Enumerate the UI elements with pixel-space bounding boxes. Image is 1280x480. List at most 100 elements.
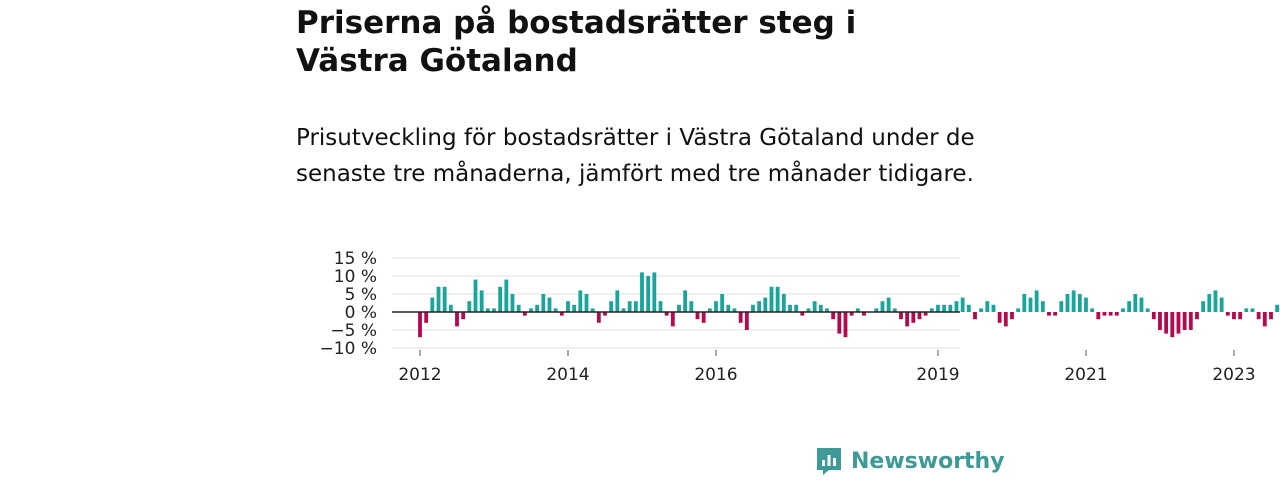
- bar: [831, 312, 836, 320]
- bar: [1250, 308, 1255, 312]
- bar: [880, 301, 885, 312]
- bar: [806, 308, 811, 312]
- bar: [1090, 308, 1095, 312]
- bar: [633, 301, 638, 312]
- bar: [843, 312, 848, 338]
- bar: [1059, 301, 1064, 312]
- bar: [547, 297, 552, 312]
- y-tick-label: 5 %: [345, 285, 377, 305]
- bar: [535, 304, 540, 312]
- bar: [448, 304, 453, 312]
- bar: [701, 312, 706, 323]
- y-tick-label: 15 %: [334, 249, 377, 269]
- bar: [621, 308, 626, 312]
- bar: [874, 308, 879, 312]
- bar: [1010, 312, 1014, 320]
- bar: [467, 301, 472, 312]
- bar: [566, 301, 570, 312]
- bar: [1077, 294, 1082, 312]
- bar: [695, 312, 700, 320]
- bar: [923, 312, 928, 316]
- bar: [455, 312, 459, 327]
- bar: [769, 286, 774, 312]
- bar: [1108, 312, 1113, 316]
- bar: [504, 279, 509, 312]
- bar: [670, 312, 675, 327]
- bar: [732, 308, 737, 312]
- bar: [541, 294, 546, 312]
- newsworthy-logo[interactable]: Newsworthy: [815, 446, 1005, 476]
- bar: [646, 276, 651, 312]
- bar: [973, 312, 977, 320]
- bar: [979, 308, 984, 312]
- bar: [1244, 308, 1249, 312]
- bar: [905, 312, 910, 327]
- bar: [954, 301, 959, 312]
- bar: [812, 301, 817, 312]
- bar: [942, 304, 947, 312]
- y-tick-label: −10 %: [320, 339, 377, 359]
- page-subtitle: Prisutveckling för bostadsrätter i Västr…: [296, 125, 975, 187]
- bar: [800, 312, 805, 316]
- bar-chart: 15 %10 %5 %0 %−5 %−10 % 2012 2014 2016 2019 2…: [320, 249, 1280, 385]
- bar: [1164, 312, 1169, 334]
- bar: [1176, 312, 1181, 334]
- x-tick-label: 2023: [1212, 365, 1255, 385]
- bar: [442, 286, 447, 312]
- bar: [418, 312, 422, 338]
- bar: [757, 301, 762, 312]
- bar: [1065, 294, 1070, 312]
- bar: [781, 294, 786, 312]
- bar: [677, 304, 681, 312]
- bar: [862, 312, 866, 316]
- bar: [707, 308, 712, 312]
- bar: [985, 301, 990, 312]
- bar: [627, 301, 632, 312]
- bar: [1139, 297, 1144, 312]
- bar: [689, 301, 694, 312]
- bar: [1114, 312, 1119, 316]
- bar: [1040, 301, 1045, 312]
- bar: [461, 312, 466, 320]
- bar: [1133, 294, 1138, 312]
- bar: [572, 304, 577, 312]
- bar: [652, 272, 657, 312]
- x-tick-label: 2019: [916, 365, 959, 385]
- bar: [886, 297, 891, 312]
- bar: [1016, 308, 1021, 312]
- bar: [775, 286, 780, 312]
- bar: [1195, 312, 1199, 320]
- bar: [1182, 312, 1187, 330]
- bar: [615, 290, 620, 312]
- bar: [818, 304, 823, 312]
- bar: [1028, 297, 1033, 312]
- bar: [892, 308, 897, 312]
- bar: [559, 312, 564, 316]
- bar: [855, 308, 860, 312]
- bar: [1238, 312, 1243, 320]
- bar: [1158, 312, 1162, 330]
- bar: [1071, 290, 1076, 312]
- bar: [584, 294, 589, 312]
- bar: [510, 294, 515, 312]
- bar: [917, 312, 922, 320]
- x-tick-label: 2021: [1064, 365, 1107, 385]
- bar: [479, 290, 484, 312]
- bar: [1003, 312, 1008, 327]
- bar: [899, 312, 903, 320]
- bar: [590, 308, 595, 312]
- bar: [578, 290, 583, 312]
- bar: [1121, 308, 1125, 312]
- bar: [794, 304, 799, 312]
- bar: [1145, 308, 1150, 312]
- bar: [1219, 297, 1224, 312]
- bar: [1201, 301, 1206, 312]
- bar: [751, 304, 755, 312]
- bar: [1151, 312, 1156, 320]
- bar: [929, 308, 934, 312]
- bar: [1053, 312, 1058, 316]
- bar: [1127, 301, 1132, 312]
- bar: [714, 301, 718, 312]
- bar: [430, 297, 435, 312]
- bar: [492, 308, 496, 312]
